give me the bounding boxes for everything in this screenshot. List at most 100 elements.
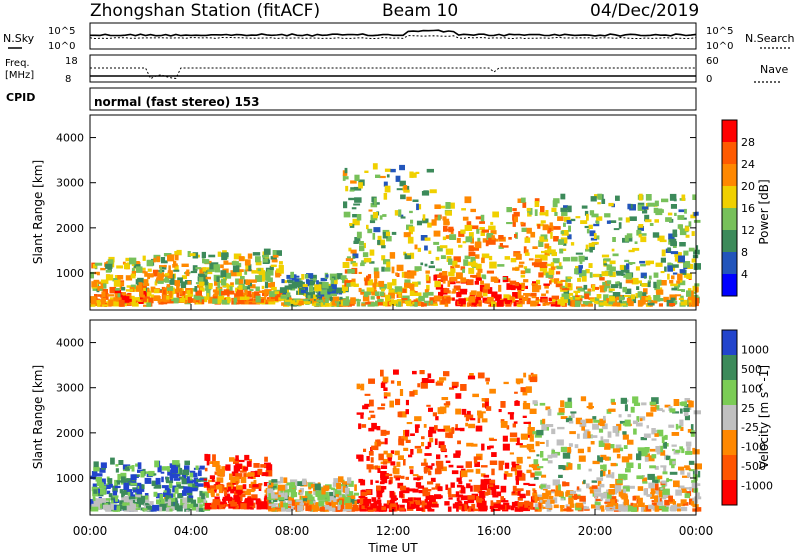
heatmap-cell bbox=[549, 222, 553, 228]
heatmap-cell bbox=[266, 299, 275, 303]
heatmap-cell bbox=[433, 274, 438, 281]
heatmap-cell bbox=[470, 485, 473, 492]
heatmap-cell bbox=[423, 458, 427, 465]
heatmap-cell bbox=[544, 252, 550, 255]
y-tick-label: 4000 bbox=[56, 132, 84, 145]
heatmap-cell bbox=[610, 498, 616, 506]
heatmap-cell bbox=[352, 253, 359, 259]
heatmap-cell bbox=[434, 425, 438, 431]
heatmap-cell bbox=[202, 491, 209, 498]
heatmap-cell bbox=[522, 415, 527, 418]
heatmap-cell bbox=[692, 508, 699, 512]
heatmap-cell bbox=[506, 283, 513, 290]
heatmap-cell bbox=[264, 456, 268, 462]
time-axis-label: Time UT bbox=[367, 541, 418, 554]
heatmap-cell bbox=[658, 505, 665, 510]
heatmap-cell bbox=[402, 488, 409, 493]
heatmap-cell bbox=[454, 427, 461, 431]
heatmap-cell bbox=[101, 304, 109, 307]
heatmap-cell bbox=[517, 284, 524, 290]
heatmap-cell bbox=[115, 497, 119, 502]
heatmap-cell bbox=[162, 295, 170, 302]
heatmap-cell bbox=[386, 174, 390, 178]
heatmap-cell bbox=[530, 231, 536, 238]
heatmap-cell bbox=[652, 505, 656, 511]
heatmap-cell bbox=[636, 286, 640, 290]
heatmap-cell bbox=[669, 294, 677, 300]
heatmap-cell bbox=[452, 260, 458, 267]
heatmap-cell bbox=[464, 297, 471, 302]
colorbar-tick-label: 12 bbox=[741, 224, 755, 237]
heatmap-cell bbox=[373, 267, 379, 275]
heatmap-cell bbox=[577, 433, 580, 439]
heatmap-cell bbox=[600, 436, 604, 442]
heatmap-cell bbox=[657, 235, 665, 241]
heatmap-cell bbox=[412, 474, 419, 477]
heatmap-cell bbox=[553, 504, 559, 509]
heatmap-cell bbox=[278, 490, 283, 495]
heatmap-cell bbox=[671, 287, 678, 291]
heatmap-cell bbox=[409, 171, 414, 178]
heatmap-cell bbox=[482, 287, 488, 293]
heatmap-cell bbox=[269, 505, 274, 511]
heatmap-cell bbox=[213, 293, 219, 297]
heatmap-cell bbox=[680, 408, 683, 414]
heatmap-cell bbox=[383, 392, 391, 397]
heatmap-cell bbox=[591, 213, 599, 218]
heatmap-cell bbox=[308, 486, 312, 490]
heatmap-cell bbox=[592, 285, 595, 292]
heatmap-cell bbox=[169, 476, 174, 483]
colorbar-tick-label: 20 bbox=[741, 180, 755, 193]
heatmap-cell bbox=[405, 476, 409, 480]
heatmap-cell bbox=[342, 262, 350, 268]
heatmap-cell bbox=[361, 424, 367, 428]
heatmap-cell bbox=[132, 489, 139, 493]
heatmap-cell bbox=[174, 265, 179, 272]
heatmap-cell bbox=[171, 466, 178, 474]
heatmap-cell bbox=[378, 453, 384, 461]
heatmap-cell bbox=[657, 492, 660, 495]
heatmap-cell bbox=[475, 425, 483, 432]
heatmap-cell bbox=[247, 472, 255, 476]
heatmap-cell bbox=[681, 488, 687, 493]
heatmap-cell bbox=[350, 180, 357, 184]
freq-panel: Freq. [MHz] 18 8 60 0 Nave bbox=[5, 54, 788, 85]
heatmap-cell bbox=[258, 483, 263, 486]
heatmap-cell bbox=[93, 489, 98, 494]
heatmap-cell bbox=[568, 509, 574, 512]
heatmap-cell bbox=[420, 381, 428, 389]
heatmap-cell bbox=[231, 486, 239, 491]
heatmap-cell bbox=[637, 486, 644, 491]
heatmap-cell bbox=[90, 271, 94, 279]
heatmap-cell bbox=[604, 443, 611, 450]
heatmap-cell bbox=[645, 260, 651, 266]
heatmap-cell bbox=[162, 485, 169, 489]
heatmap-cell bbox=[348, 247, 352, 252]
heatmap-cell bbox=[353, 283, 359, 287]
heatmap-cell bbox=[107, 478, 113, 485]
heatmap-cell bbox=[484, 478, 491, 485]
heatmap-cell bbox=[578, 455, 586, 462]
heatmap-cell bbox=[290, 288, 296, 291]
heatmap-cell bbox=[601, 509, 605, 512]
heatmap-cell bbox=[308, 285, 314, 293]
heatmap-cell bbox=[594, 505, 600, 511]
heatmap-cell bbox=[429, 297, 436, 303]
heatmap-cell bbox=[255, 260, 262, 266]
heatmap-cell bbox=[619, 296, 624, 301]
nave-line bbox=[90, 67, 696, 80]
heatmap-cell bbox=[421, 462, 428, 466]
heatmap-cell bbox=[413, 504, 420, 508]
heatmap-cell bbox=[565, 491, 569, 497]
heatmap-cell bbox=[359, 241, 364, 246]
heatmap-cell bbox=[568, 463, 573, 470]
heatmap-cell bbox=[516, 437, 520, 444]
heatmap-cell bbox=[176, 481, 181, 485]
heatmap-cell bbox=[172, 264, 176, 268]
heatmap-cell bbox=[129, 500, 133, 506]
heatmap-cell bbox=[344, 167, 348, 174]
noise-left-tick-top: 10^5 bbox=[48, 26, 75, 37]
heatmap-cell bbox=[342, 494, 345, 498]
heatmap-cell bbox=[640, 449, 647, 457]
heatmap-cell bbox=[380, 382, 386, 388]
